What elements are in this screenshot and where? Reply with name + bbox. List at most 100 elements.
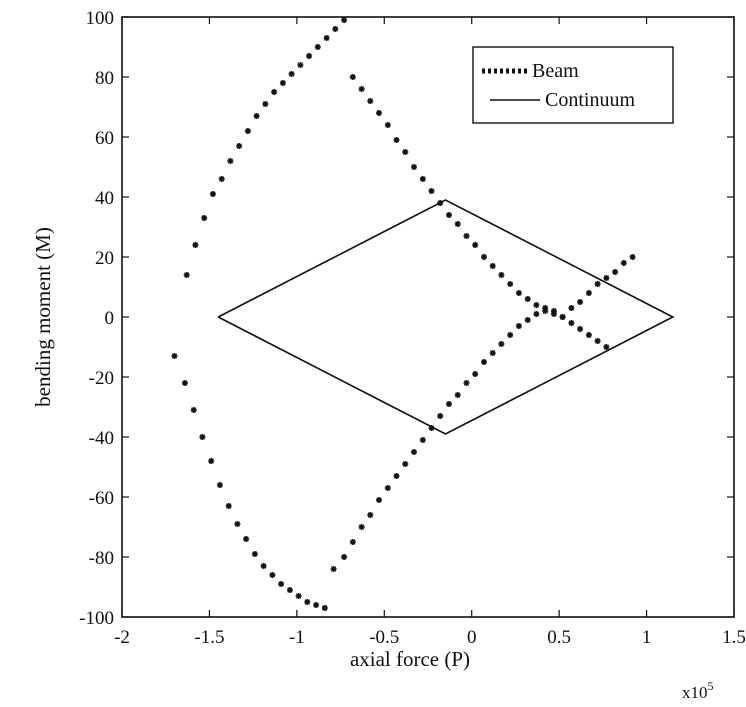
y-tick-label: 60	[95, 128, 114, 149]
beam-point	[304, 599, 311, 605]
x-axis-multiplier: x105	[682, 679, 714, 702]
x-tick-label: 0.5	[547, 627, 571, 648]
beam-point	[507, 332, 514, 338]
y-tick-label: -80	[89, 548, 114, 569]
beam-point	[550, 308, 557, 314]
beam-point	[481, 359, 487, 365]
beam-point	[472, 371, 479, 377]
beam-point	[190, 407, 197, 413]
legend-box	[472, 46, 674, 124]
beam-point	[498, 341, 505, 347]
y-tick-label: -60	[89, 488, 114, 509]
beam-point	[297, 62, 304, 68]
beam-point	[402, 461, 409, 467]
beam-point	[585, 290, 592, 296]
beam-point	[295, 593, 302, 599]
y-tick-label: 0	[105, 308, 115, 329]
beam-point	[594, 281, 601, 287]
beam-point	[463, 380, 470, 386]
beam-point	[332, 26, 339, 32]
beam-point	[262, 101, 269, 107]
beam-point	[384, 485, 391, 491]
beam-point	[376, 110, 382, 116]
beam-point	[603, 344, 610, 350]
beam-point	[393, 473, 400, 479]
beam-point	[306, 53, 313, 59]
x-tick-label: -0.5	[369, 627, 399, 648]
y-tick-label: 80	[95, 68, 114, 89]
beam-point	[489, 350, 496, 356]
beam-point	[472, 242, 479, 248]
beam-point	[199, 434, 206, 440]
beam-point	[236, 143, 243, 149]
beam-point	[209, 191, 216, 197]
continuum-series-line	[217, 199, 675, 435]
x-tick-label: -2	[114, 627, 130, 648]
x-tick-label: 1.5	[722, 627, 746, 648]
y-tick-labels: 100 80 60 40 20 0 -20 -40 -60 -80 -100	[79, 8, 114, 629]
beam-point	[603, 275, 610, 281]
beam-point	[515, 290, 522, 296]
beam-point	[330, 566, 337, 572]
x-tick-label: -1.5	[194, 627, 224, 648]
beam-point	[260, 563, 267, 569]
beam-point	[244, 128, 251, 134]
beam-point	[341, 554, 348, 560]
beam-point	[454, 221, 461, 227]
y-tick-label: 40	[95, 188, 114, 209]
beam-point	[419, 176, 426, 182]
beam-point	[321, 605, 328, 611]
beam-point	[524, 296, 531, 302]
beam-point	[286, 587, 293, 593]
beam-point	[446, 212, 452, 218]
beam-point	[428, 425, 435, 431]
beam-series-points	[171, 17, 636, 611]
beam-point	[314, 44, 321, 50]
beam-point	[367, 512, 374, 518]
beam-point	[393, 137, 400, 143]
beam-point	[288, 71, 295, 77]
beam-point	[225, 503, 232, 509]
y-tick-label: -20	[89, 368, 114, 389]
beam-point	[341, 17, 348, 23]
beam-point	[419, 437, 426, 443]
beam-point	[349, 539, 356, 545]
beam-point	[171, 353, 178, 359]
beam-point	[568, 320, 575, 326]
beam-point	[271, 89, 278, 95]
beam-point	[585, 332, 592, 338]
beam-point	[489, 263, 496, 269]
tick-marks	[121, 16, 735, 618]
beam-point	[253, 113, 260, 119]
beam-point	[201, 215, 208, 221]
beam-point	[446, 401, 452, 407]
beam-point	[402, 149, 409, 155]
beam-point	[428, 188, 435, 194]
beam-point	[577, 299, 584, 305]
beam-point	[251, 551, 258, 557]
beam-point	[507, 281, 514, 287]
beam-point	[498, 272, 505, 278]
beam-point	[384, 122, 391, 128]
beam-point	[192, 242, 199, 248]
beam-point	[183, 272, 190, 278]
beam-point	[559, 314, 566, 320]
beam-point	[533, 311, 540, 317]
beam-point	[524, 317, 531, 323]
beam-point	[367, 98, 374, 104]
beam-point	[542, 305, 549, 311]
beam-point	[234, 521, 241, 527]
x-multiplier-exponent: 5	[708, 679, 714, 693]
x-tick-labels: -2 -1.5 -1 -0.5 0 0.5 1 1.5	[114, 627, 746, 648]
beam-point	[515, 323, 522, 329]
beam-point	[612, 269, 619, 275]
beam-point	[594, 338, 601, 344]
beam-point	[411, 164, 417, 170]
beam-point	[358, 524, 365, 530]
x-multiplier-base: x10	[682, 683, 708, 702]
beam-point	[376, 497, 382, 503]
beam-point	[269, 572, 276, 578]
beam-point	[577, 326, 584, 332]
legend-beam-label: Beam	[532, 60, 579, 82]
y-tick-label: -100	[79, 608, 114, 629]
